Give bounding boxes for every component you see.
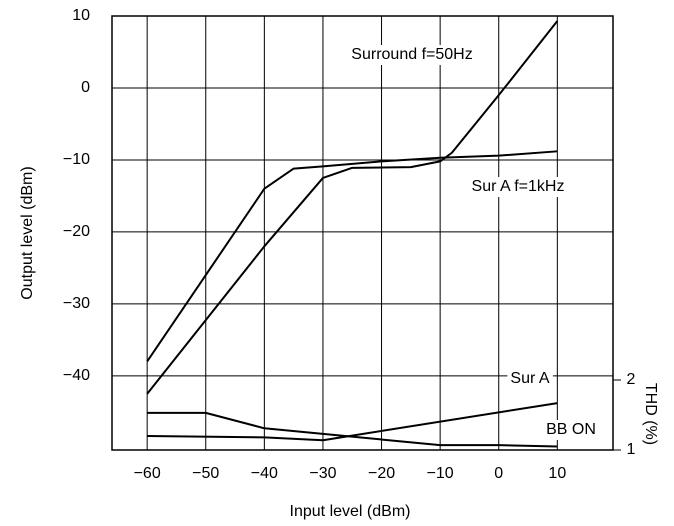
x-tick-label: −30 — [309, 465, 336, 482]
series-line — [146, 150, 558, 363]
x-tick-label: −10 — [427, 465, 454, 482]
y2-axis-label: THD (%) — [642, 383, 659, 445]
y-tick-label: −10 — [63, 151, 90, 168]
series-label-bg — [468, 177, 568, 197]
y-axis-label: Output level (dBm) — [19, 166, 36, 299]
series-line — [147, 411, 558, 448]
series-line — [146, 20, 559, 395]
series-line — [147, 402, 558, 442]
y-tick-label: 0 — [81, 79, 90, 96]
x-axis-label: Input level (dBm) — [290, 503, 411, 520]
y2-tick-label: 1 — [627, 441, 636, 458]
x-tick-label: 0 — [494, 465, 503, 482]
series-label: Sur A — [510, 370, 549, 387]
y-tick-label: −40 — [63, 367, 90, 384]
series-label-bg — [348, 45, 476, 65]
series-label-bg — [507, 369, 553, 389]
series-label-bg — [543, 420, 599, 440]
x-tick-label: −50 — [192, 465, 219, 482]
y-tick-label: −30 — [63, 295, 90, 312]
x-tick-label: −20 — [368, 465, 395, 482]
x-tick-label: −60 — [134, 465, 161, 482]
x-tick-label: −40 — [251, 465, 278, 482]
y-tick-label: −20 — [63, 223, 90, 240]
y2-tick-label: 2 — [627, 371, 636, 388]
series-label: Sur A f=1kHz — [472, 178, 565, 195]
series-label: Surround f=50Hz — [351, 46, 472, 63]
series-label: BB ON — [546, 421, 596, 438]
y-tick-label: 10 — [72, 7, 90, 24]
x-tick-label: 10 — [548, 465, 566, 482]
